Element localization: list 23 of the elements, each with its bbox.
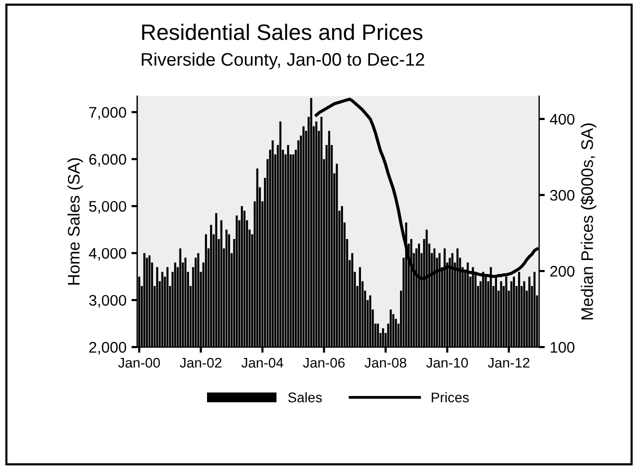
y2-tick-label: 200 [550, 266, 574, 277]
legend-label: Prices [432, 392, 469, 402]
y-tick-label: 5,000 [89, 200, 126, 214]
x-tick-label: Jan-02 [180, 358, 222, 368]
x-tick-label: Jan-06 [303, 358, 345, 368]
y2-tick-label: 100 [550, 342, 574, 353]
y-tick-label: 4,000 [88, 248, 126, 261]
x-tick-label: Jan-10 [426, 358, 468, 368]
legend-label: Sales [288, 392, 322, 402]
chart-title: Residential Sales and Prices [142, 24, 422, 40]
x-tick-label: Jan-00 [118, 358, 160, 368]
y2-tick-label: 400 [550, 114, 574, 125]
y2-axis-title: Median Prices ($000s, SA) [580, 124, 596, 320]
x-tick-label: Jan-08 [364, 358, 406, 368]
x-tick-label: Jan-12 [488, 358, 530, 368]
x-tick-label: Jan-04 [241, 358, 284, 368]
y-axis-title: Home Sales (SA) [67, 158, 83, 285]
y2-tick-label: 300 [550, 190, 574, 201]
y-tick-label: 3,000 [89, 294, 126, 308]
y-tick-label: 6,000 [89, 154, 126, 167]
y-tick-label: 2,000 [89, 342, 126, 355]
y-tick-label: 7,000 [89, 106, 126, 120]
chart-subtitle: Riverside County, Jan-00 to Dec-12 [142, 52, 424, 70]
